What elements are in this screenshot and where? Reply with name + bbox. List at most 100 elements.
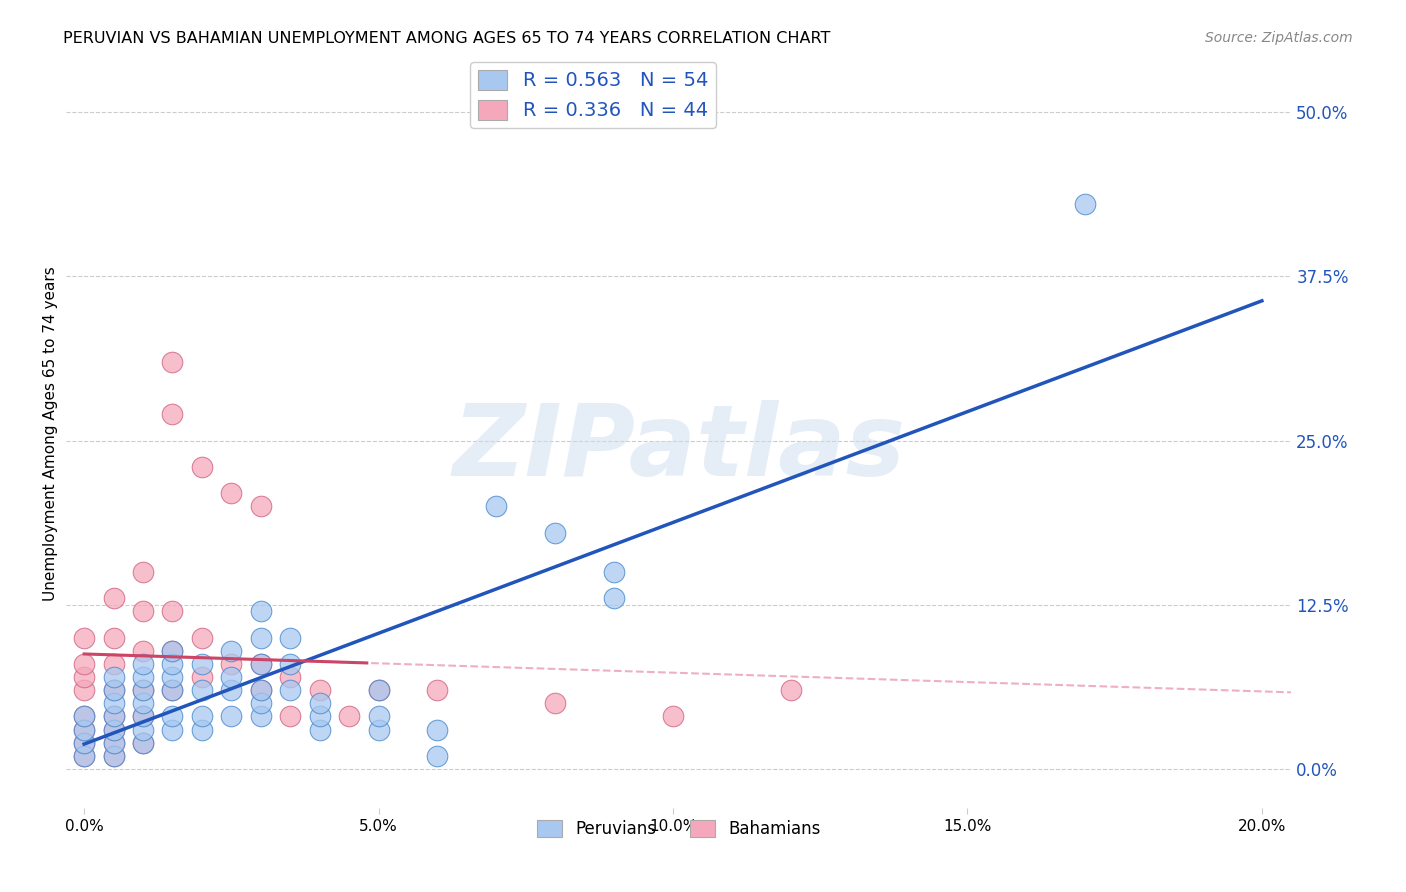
Point xyxy=(249,657,271,671)
Point xyxy=(73,709,96,723)
Point xyxy=(132,683,155,698)
Point xyxy=(485,500,508,514)
Point xyxy=(191,459,214,474)
Point xyxy=(191,723,214,737)
Point xyxy=(221,683,243,698)
Point xyxy=(337,709,360,723)
Point xyxy=(162,604,184,618)
Point xyxy=(221,709,243,723)
Point xyxy=(278,657,301,671)
Text: Source: ZipAtlas.com: Source: ZipAtlas.com xyxy=(1205,31,1353,45)
Point xyxy=(367,709,389,723)
Legend: Peruvians, Bahamians: Peruvians, Bahamians xyxy=(530,814,827,845)
Point xyxy=(132,657,155,671)
Point xyxy=(103,683,125,698)
Point xyxy=(249,683,271,698)
Point xyxy=(221,657,243,671)
Point xyxy=(73,631,96,645)
Point xyxy=(132,736,155,750)
Point xyxy=(162,644,184,658)
Point xyxy=(191,657,214,671)
Point xyxy=(73,723,96,737)
Point xyxy=(426,723,449,737)
Point xyxy=(221,644,243,658)
Point xyxy=(103,736,125,750)
Point xyxy=(191,631,214,645)
Point xyxy=(367,683,389,698)
Point xyxy=(162,723,184,737)
Point xyxy=(544,697,567,711)
Text: ZIPatlas: ZIPatlas xyxy=(453,401,905,498)
Point xyxy=(162,683,184,698)
Point xyxy=(162,644,184,658)
Point xyxy=(103,748,125,763)
Point xyxy=(221,670,243,684)
Point xyxy=(308,697,330,711)
Y-axis label: Unemployment Among Ages 65 to 74 years: Unemployment Among Ages 65 to 74 years xyxy=(44,267,58,601)
Point xyxy=(308,683,330,698)
Point xyxy=(162,683,184,698)
Point xyxy=(73,736,96,750)
Point xyxy=(132,709,155,723)
Point xyxy=(662,709,685,723)
Point xyxy=(103,631,125,645)
Point xyxy=(191,670,214,684)
Point xyxy=(132,683,155,698)
Point xyxy=(426,748,449,763)
Point xyxy=(544,525,567,540)
Point xyxy=(103,657,125,671)
Point xyxy=(103,670,125,684)
Point xyxy=(73,736,96,750)
Point xyxy=(103,697,125,711)
Point xyxy=(103,591,125,606)
Point xyxy=(162,657,184,671)
Point xyxy=(103,709,125,723)
Point xyxy=(249,709,271,723)
Point xyxy=(278,631,301,645)
Point xyxy=(132,709,155,723)
Point xyxy=(132,736,155,750)
Point xyxy=(73,683,96,698)
Point xyxy=(162,407,184,421)
Point xyxy=(103,723,125,737)
Text: PERUVIAN VS BAHAMIAN UNEMPLOYMENT AMONG AGES 65 TO 74 YEARS CORRELATION CHART: PERUVIAN VS BAHAMIAN UNEMPLOYMENT AMONG … xyxy=(63,31,831,46)
Point xyxy=(249,631,271,645)
Point xyxy=(132,723,155,737)
Point xyxy=(103,683,125,698)
Point xyxy=(367,723,389,737)
Point xyxy=(221,486,243,500)
Point xyxy=(103,748,125,763)
Point xyxy=(308,709,330,723)
Point xyxy=(162,355,184,369)
Point xyxy=(132,644,155,658)
Point xyxy=(249,657,271,671)
Point xyxy=(73,709,96,723)
Point xyxy=(73,748,96,763)
Point xyxy=(191,683,214,698)
Point xyxy=(426,683,449,698)
Point xyxy=(249,697,271,711)
Point xyxy=(278,709,301,723)
Point xyxy=(779,683,801,698)
Point xyxy=(162,709,184,723)
Point xyxy=(132,697,155,711)
Point xyxy=(73,723,96,737)
Point xyxy=(73,657,96,671)
Point xyxy=(73,670,96,684)
Point xyxy=(367,683,389,698)
Point xyxy=(73,748,96,763)
Point xyxy=(162,670,184,684)
Point xyxy=(278,683,301,698)
Point xyxy=(278,670,301,684)
Point xyxy=(249,500,271,514)
Point xyxy=(249,683,271,698)
Point xyxy=(132,604,155,618)
Point xyxy=(603,591,626,606)
Point xyxy=(308,723,330,737)
Point xyxy=(103,736,125,750)
Point xyxy=(132,565,155,579)
Point xyxy=(103,723,125,737)
Point xyxy=(103,709,125,723)
Point xyxy=(1074,197,1097,211)
Point xyxy=(603,565,626,579)
